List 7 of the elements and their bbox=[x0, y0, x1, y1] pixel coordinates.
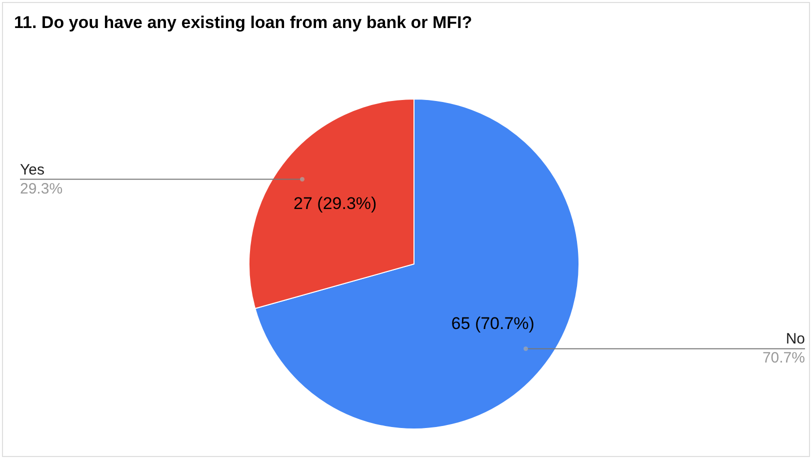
slice-label: No bbox=[786, 330, 805, 348]
data-label: 27 (29.3%) bbox=[294, 194, 377, 214]
text: 70.7% bbox=[762, 350, 805, 367]
text: 29.3% bbox=[20, 180, 63, 198]
chart-title: 11. Do you have any existing loan from any bank or MFI? bbox=[14, 13, 472, 32]
data-label: 65 (70.7%) bbox=[451, 314, 534, 333]
slice-label: Yes bbox=[20, 161, 44, 178]
